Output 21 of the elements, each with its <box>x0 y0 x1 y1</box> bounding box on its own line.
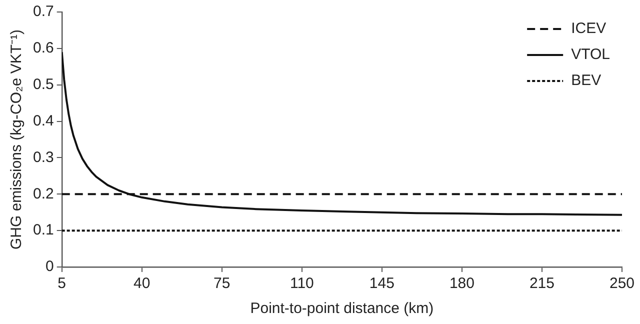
y-tick-label: 0.2 <box>32 185 54 202</box>
x-tick-label: 40 <box>134 275 150 292</box>
x-tick-label: 215 <box>529 275 554 292</box>
y-tick-label: 0.4 <box>32 112 54 130</box>
y-tick-label: 0.3 <box>32 148 54 166</box>
legend-label: ICEV <box>571 20 606 38</box>
x-tick-label: 75 <box>214 275 230 292</box>
y-tick-label: 0.7 <box>32 3 54 20</box>
y-axis-title: GHG emissions (kg-CO₂e VKT⁻¹) <box>8 29 26 250</box>
x-tick-label: 250 <box>609 275 635 292</box>
x-tick-label: 180 <box>449 275 474 292</box>
legend-label: BEV <box>571 72 602 90</box>
x-tick-label: 110 <box>290 275 314 292</box>
x-tick-label: 5 <box>58 275 66 292</box>
y-tick-label: 0.6 <box>32 40 54 57</box>
legend-label: VTOL <box>571 46 610 64</box>
x-axis-title: Point-to-point distance (km) <box>250 300 434 318</box>
y-tick-label: 0.1 <box>32 222 54 239</box>
y-tick-label: 0 <box>46 258 54 276</box>
y-tick-label: 0.5 <box>32 76 54 93</box>
x-tick-label: 145 <box>369 275 394 292</box>
